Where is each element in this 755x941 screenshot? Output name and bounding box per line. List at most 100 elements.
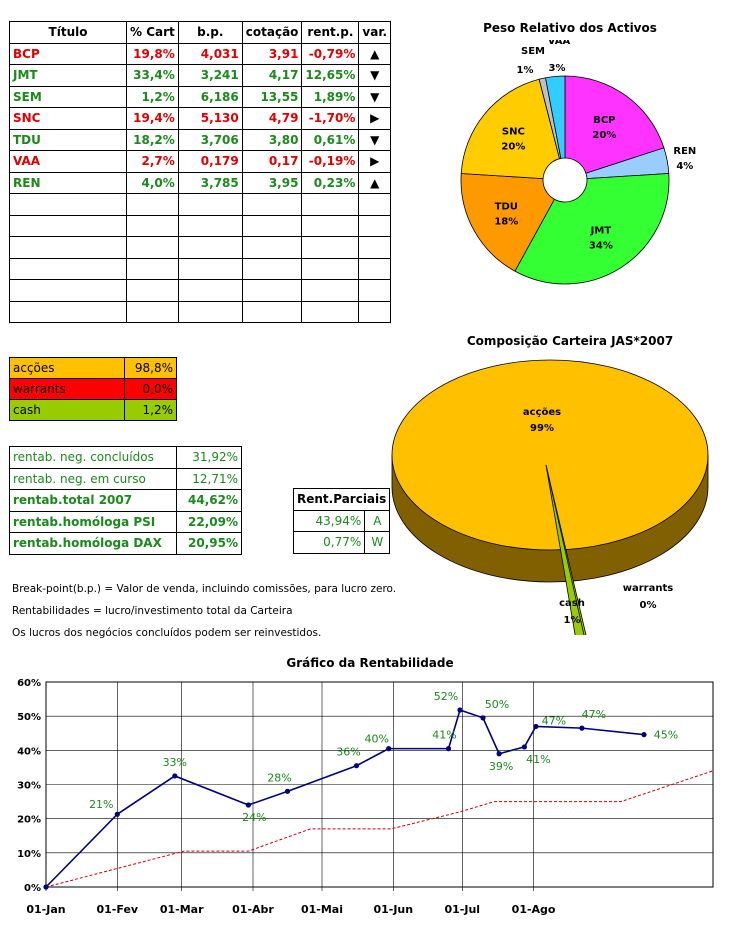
rentab-value: 12,71%	[176, 467, 242, 490]
note-breakpoint: Break-point(b.p.) = Valor de venda, incl…	[12, 583, 397, 595]
pie2-label-name: warrants	[623, 583, 673, 594]
cell-cotacao: 3,91	[241, 42, 303, 65]
cell-cart: 33,4%	[126, 64, 179, 87]
cell-bp: 3,706	[177, 128, 243, 151]
cell-cart: 1,2%	[126, 85, 179, 108]
cell-rent: 0,61%	[301, 128, 360, 151]
empty-cell	[9, 193, 127, 216]
empty-cell	[9, 279, 127, 302]
table-row: VAA 2,7% 0,179 0,17 -0,19% ▶	[9, 150, 392, 173]
header-titulo: Título	[9, 21, 127, 44]
cell-titulo: SNC	[9, 107, 127, 130]
pie1-label-pct: 3%	[549, 63, 566, 74]
data-label: 52%	[434, 690, 458, 703]
empty-cell	[177, 257, 243, 280]
cell-bp: 4,031	[177, 42, 243, 65]
empty-row	[9, 279, 392, 302]
cell-cotacao: 3,95	[241, 171, 303, 194]
data-label: 45%	[654, 729, 678, 742]
data-point	[641, 732, 647, 738]
var-up-icon: ▲	[358, 42, 392, 65]
data-point	[284, 788, 291, 794]
empty-cell	[241, 236, 303, 259]
rentab-value: 20,95%	[176, 532, 242, 555]
x-tick-label: 01-Abr	[232, 903, 274, 916]
data-label: 47%	[542, 714, 566, 727]
rentabilidade-table: rentab. neg. concluídos 31,92% rentab. neg…	[9, 446, 242, 555]
rentab-row: rentab. neg. em curso 12,71%	[9, 467, 242, 490]
cell-rent: 12,65%	[301, 64, 360, 87]
alloc-row: warrants 0,0%	[9, 378, 177, 400]
parciais-header: Rent.Parciais	[292, 488, 391, 511]
x-tick-label: 01-Ago	[512, 903, 556, 916]
rentab-value: 31,92%	[176, 446, 242, 469]
empty-cell	[9, 257, 127, 280]
y-tick-label: 60%	[17, 678, 41, 689]
table-row: TDU 18,2% 3,706 3,80 0,61% ▼	[9, 128, 392, 151]
cell-cotacao: 4,17	[241, 64, 303, 87]
rentab-row: rentab.homóloga PSI 22,09%	[9, 510, 242, 533]
data-point	[43, 884, 49, 890]
data-point	[457, 707, 463, 713]
y-tick-label: 30%	[17, 781, 41, 792]
pie1-slice	[460, 173, 555, 272]
alloc-row: cash 1,2%	[9, 399, 177, 421]
empty-cell	[177, 214, 243, 237]
rentab-label: rentab.homóloga PSI	[9, 510, 177, 533]
empty-cell	[9, 236, 127, 259]
x-tick-label: 01-Mar	[160, 903, 204, 916]
empty-cell	[126, 193, 179, 216]
empty-cell	[358, 193, 392, 216]
allocation-table: acções 98,8% warrants 0,0% cash 1,2%	[9, 357, 177, 421]
cell-cart: 18,2%	[126, 128, 179, 151]
empty-cell	[301, 193, 360, 216]
cell-rent: -1,70%	[301, 107, 360, 130]
empty-cell	[177, 300, 243, 323]
data-label: 36%	[336, 746, 360, 759]
pie2-slice-cash	[545, 464, 587, 635]
empty-cell	[358, 257, 392, 280]
y-tick-label: 40%	[17, 746, 41, 757]
pie2-label-pct: 1%	[564, 615, 581, 626]
data-point	[245, 802, 251, 808]
pie1-label-pct: 4%	[676, 161, 693, 172]
header-var: var.	[358, 21, 392, 44]
pie1-chart: BCP 20% REN 4% JMT 34% TDU 18% SNC 20% SEM 1% VAA 3%	[460, 40, 696, 285]
x-tick-label: 01-Jan	[26, 903, 65, 916]
parcial-code: W	[364, 531, 391, 554]
y-tick-label: 50%	[17, 712, 41, 723]
data-label: 40%	[364, 733, 388, 746]
pie1-label-pct: 20%	[592, 130, 616, 141]
empty-row	[9, 214, 392, 237]
var-up-icon: ▲	[358, 171, 392, 194]
pie1-slice	[545, 75, 566, 159]
empty-row	[9, 193, 392, 216]
empty-cell	[358, 279, 392, 302]
cell-rent: 1,89%	[301, 85, 360, 108]
note-lucros: Os lucros dos negócios concluídos podem …	[12, 627, 322, 639]
cell-rent: 0,23%	[301, 171, 360, 194]
rentab-value: 44,62%	[176, 489, 242, 512]
parcial-value: 0,77%	[292, 531, 366, 554]
y-tick-label: 10%	[17, 849, 41, 860]
cell-titulo: VAA	[9, 150, 127, 173]
rentab-row: rentab. neg. concluídos 31,92%	[9, 446, 242, 469]
pie1-label-name: JMT	[590, 226, 612, 237]
alloc-value: 0,0%	[124, 378, 177, 400]
pie2-label-pct: 0%	[640, 600, 657, 611]
var-down-icon: ▼	[358, 64, 392, 87]
pie2-chart: acções 99% warrants 0% cash 1%	[391, 359, 709, 635]
line-title: Gráfico da Rentabilidade	[286, 656, 454, 670]
pie1-slice	[564, 75, 665, 174]
pie1-slice	[460, 78, 561, 180]
data-point	[579, 725, 585, 731]
cell-cotacao: 4,79	[241, 107, 303, 130]
rentab-value: 22,09%	[176, 510, 242, 533]
pie1-label-name: REN	[673, 146, 696, 157]
pie1-label-name: SNC	[502, 126, 525, 137]
alloc-label: acções	[9, 357, 125, 379]
empty-cell	[241, 257, 303, 280]
pie2-title: Composição Carteira JAS*2007	[466, 334, 674, 348]
empty-cell	[301, 279, 360, 302]
y-tick-label: 20%	[17, 815, 41, 826]
